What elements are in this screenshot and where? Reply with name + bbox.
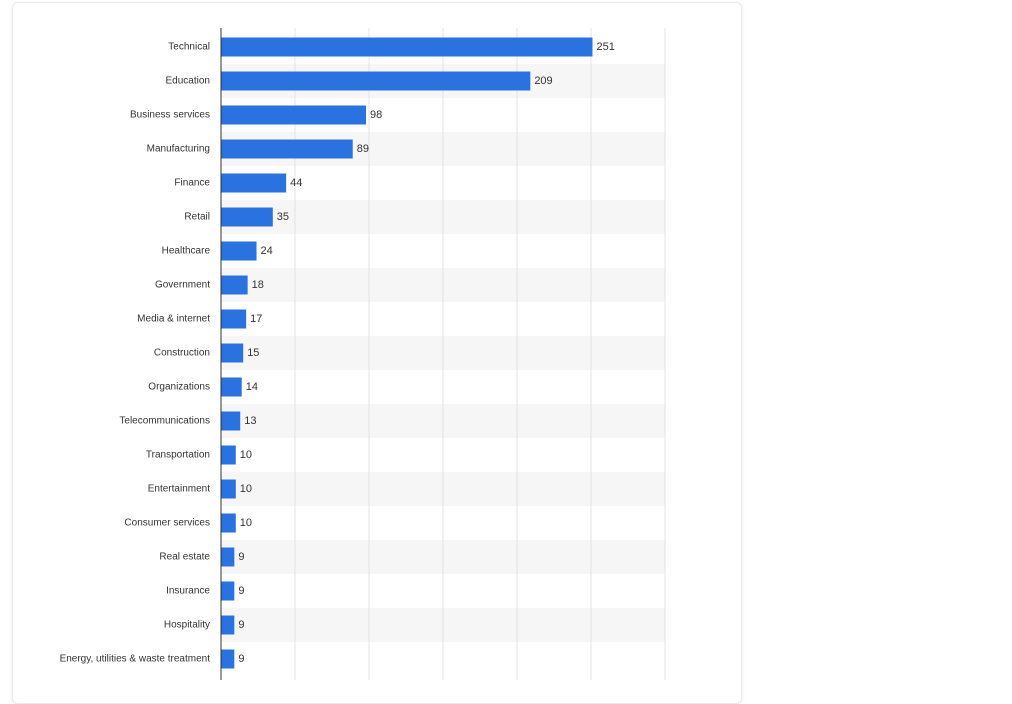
bar[interactable] [221, 615, 235, 635]
value-label: 9 [238, 551, 244, 563]
bar[interactable] [221, 173, 287, 193]
bar[interactable] [221, 241, 257, 261]
category-label: Insurance [166, 586, 210, 597]
bar[interactable] [221, 581, 235, 601]
category-label: Transportation [146, 450, 210, 461]
bar[interactable] [221, 377, 242, 397]
bar[interactable] [221, 139, 353, 159]
value-label: 9 [238, 585, 244, 597]
value-label: 10 [240, 449, 252, 461]
bar[interactable] [221, 37, 593, 57]
category-label: Government [155, 280, 210, 291]
bars [221, 37, 593, 669]
value-label: 9 [238, 653, 244, 665]
bar[interactable] [221, 343, 244, 363]
bar[interactable] [221, 207, 273, 227]
category-label: Organizations [148, 382, 210, 393]
value-label: 17 [250, 313, 262, 325]
category-label: Entertainment [148, 484, 210, 495]
category-label: Technical [168, 42, 210, 53]
category-label: Construction [154, 348, 210, 359]
bar-chart: Technical Education Business services Manuf… [60, 28, 666, 680]
value-label: 13 [244, 415, 256, 427]
category-label: Energy, utilities & waste treatment [60, 654, 211, 665]
category-labels: Technical Education Business services Manuf… [60, 42, 211, 665]
bar[interactable] [221, 649, 235, 669]
value-label: 44 [290, 177, 302, 189]
value-labels: 251 209 98 89 44 35 24 18 17 15 14 13 10 10 10 9 9 9 9 [238, 41, 615, 665]
category-label: Education [166, 76, 210, 87]
value-label: 89 [357, 143, 369, 155]
category-label: Hospitality [164, 620, 210, 631]
bar[interactable] [221, 71, 531, 91]
value-label: 209 [534, 75, 552, 87]
value-label: 10 [240, 483, 252, 495]
gridlines [294, 28, 666, 680]
value-label: 24 [261, 245, 273, 257]
category-label: Media & internet [137, 314, 210, 325]
bar[interactable] [221, 513, 236, 533]
value-label: 251 [596, 41, 614, 53]
category-label: Consumer services [124, 518, 210, 529]
value-label: 98 [370, 109, 382, 121]
bar[interactable] [221, 411, 241, 431]
value-label: 10 [240, 517, 252, 529]
bar[interactable] [221, 547, 235, 567]
value-label: 14 [246, 381, 258, 393]
category-label: Manufacturing [147, 144, 210, 155]
value-label: 35 [277, 211, 289, 223]
bar[interactable] [221, 309, 247, 329]
value-label: 18 [252, 279, 264, 291]
bar[interactable] [221, 105, 367, 125]
value-label: 9 [238, 619, 244, 631]
category-label: Finance [174, 178, 210, 189]
category-label: Real estate [159, 552, 210, 563]
bar[interactable] [221, 479, 236, 499]
bar[interactable] [221, 445, 236, 465]
category-label: Business services [130, 110, 210, 121]
value-label: 15 [247, 347, 259, 359]
bar[interactable] [221, 275, 248, 295]
category-label: Healthcare [162, 246, 211, 257]
category-label: Telecommunications [119, 416, 210, 427]
category-label: Retail [184, 212, 210, 223]
